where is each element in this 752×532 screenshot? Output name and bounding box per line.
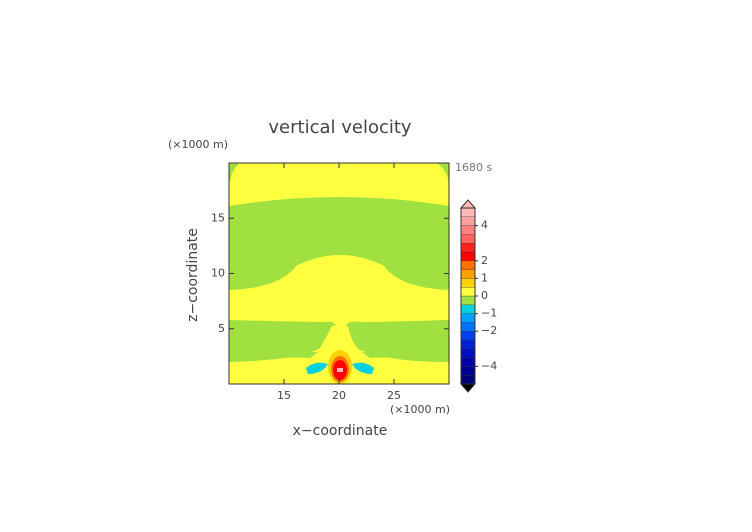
colorbar-band (460, 216, 476, 226)
colorbar-band (460, 357, 476, 367)
x-tick-label: 15 (277, 389, 291, 402)
colorbar-band (460, 260, 476, 270)
x-axis-label: x−coordinate (293, 423, 388, 439)
colorbar-band (460, 251, 476, 261)
contour-field (228, 162, 450, 385)
colorbar-band (460, 304, 476, 314)
y-tick-label: 5 (218, 322, 225, 335)
colorbar-band (460, 331, 476, 341)
colorbar-extend-bottom (459, 383, 477, 393)
colorbar-tick-label: 4 (481, 219, 488, 232)
y-tick-label: 15 (211, 211, 225, 224)
colorbar-band (460, 339, 476, 349)
x-unit: (×1000 m) (390, 403, 450, 416)
colorbar-band (460, 366, 476, 376)
colorbar-band (460, 313, 476, 323)
y-unit: (×1000 m) (168, 138, 228, 151)
y-tick-label: 10 (211, 267, 225, 280)
colorbar-band (460, 278, 476, 288)
colorbar-band (460, 287, 476, 297)
colorbar-band (460, 234, 476, 244)
x-tick-label: 20 (332, 389, 346, 402)
chart-title: vertical velocity (268, 117, 412, 138)
colorbar-band (460, 269, 476, 279)
colorbar-band (460, 225, 476, 235)
colorbar-tick-label: 2 (481, 254, 488, 267)
colorbar-tick-label: 1 (481, 271, 488, 284)
y-axis-label: z−coordinate (185, 228, 201, 322)
colorbar-tick-label: −2 (481, 324, 497, 337)
colorbar-band (460, 295, 476, 305)
colorbar-extend-top (459, 199, 477, 209)
colorbar-band (460, 375, 476, 385)
colorbar-band (460, 348, 476, 358)
colorbar-tick-label: 0 (481, 289, 488, 302)
colorbar-tick-label: −4 (481, 359, 497, 372)
x-tick-label: 25 (387, 389, 401, 402)
time-label: 1680 s (455, 161, 492, 174)
colorbar-band (460, 207, 476, 217)
colorbar-band (460, 243, 476, 253)
colorbar-band (460, 322, 476, 332)
colorbar-tick-label: −1 (481, 307, 497, 320)
